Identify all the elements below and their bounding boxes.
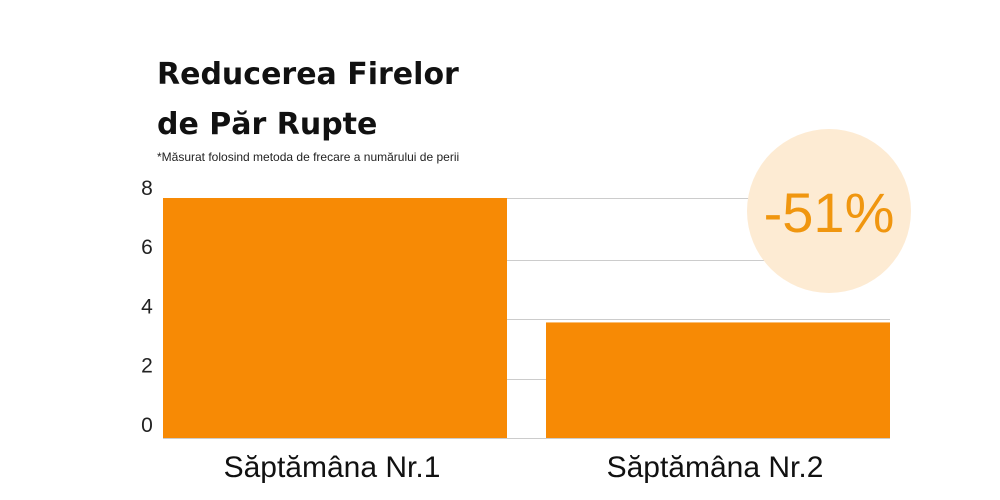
y-tick-label: 8 [141,177,153,200]
chart-title-line-1: Reducerea Firelor [157,57,459,92]
y-tick-label: 6 [141,236,153,259]
bar-2 [546,322,890,438]
y-tick-label: 0 [141,414,153,437]
chart-subtitle: *Măsurat folosind metoda de frecare a nu… [157,150,460,164]
x-category-label: Săptămâna Nr.1 [224,451,441,484]
reduction-badge [747,129,911,293]
chart-title-line-2: de Păr Rupte [157,107,378,142]
y-tick-label: 4 [141,295,153,318]
y-tick-label: 2 [141,355,153,378]
chart-title: Reducerea Firelor de Păr Rupte [157,50,459,150]
x-category-label: Săptămâna Nr.2 [607,451,824,484]
reduction-badge-label: -51% [764,181,895,244]
bar-1 [163,198,507,438]
